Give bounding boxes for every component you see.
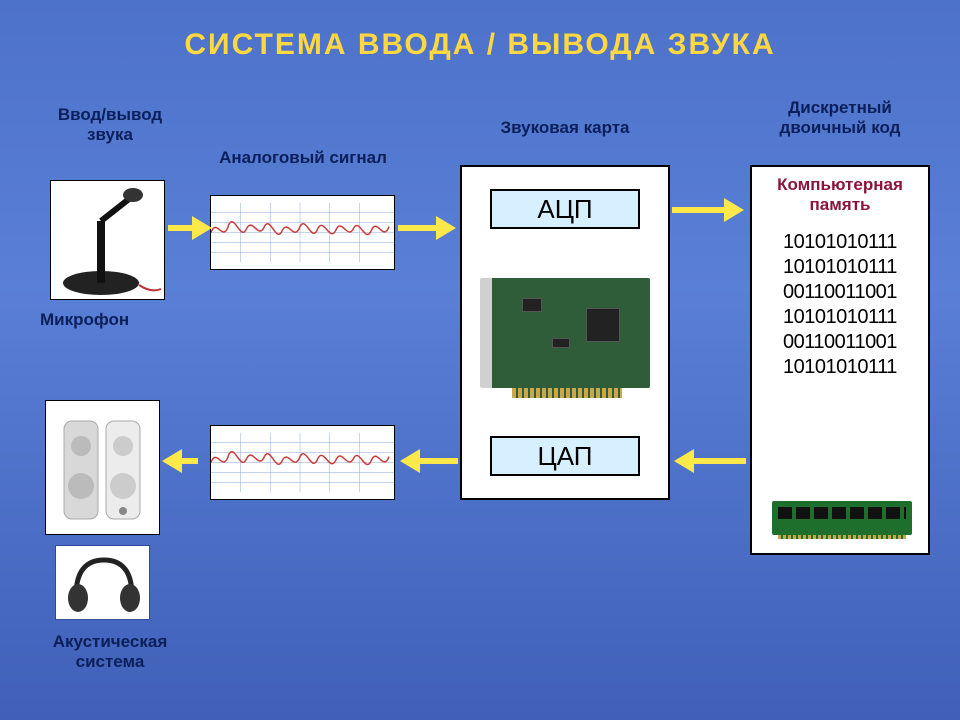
- headphones-image: [55, 545, 150, 620]
- waveform-in: [210, 195, 395, 270]
- arrow-dac-to-wave: [416, 458, 458, 464]
- arrow-adc-to-memory: [672, 207, 728, 213]
- memory-box: Компьютерная память 10101010111 10101010…: [750, 165, 930, 555]
- arrow-memory-to-dac: [690, 458, 746, 464]
- binary-code: 10101010111 10101010111 00110011001 1010…: [752, 230, 928, 380]
- page-title: СИСТЕМА ВВОДА / ВЫВОДА ЗВУКА: [0, 28, 960, 62]
- label-io: Ввод/вывод звука: [40, 105, 180, 146]
- memory-title: Компьютерная память: [752, 175, 928, 216]
- dac-box: ЦАП: [490, 436, 640, 476]
- adc-box: АЦП: [490, 189, 640, 229]
- label-analog: Аналоговый сигнал: [218, 148, 388, 168]
- waveform-out: [210, 425, 395, 500]
- arrow-mic-to-wave: [168, 225, 196, 231]
- label-acoustic: Акустическая система: [30, 632, 190, 673]
- ram-stick-image: [772, 501, 912, 535]
- soundcard-box: АЦП ЦАП: [460, 165, 670, 500]
- label-soundcard: Звуковая карта: [495, 118, 635, 138]
- microphone-image: [50, 180, 165, 300]
- soundcard-image: [480, 278, 650, 388]
- label-microphone: Микрофон: [40, 310, 160, 330]
- arrow-wave-to-speakers: [178, 458, 198, 464]
- arrow-wave-to-adc: [398, 225, 440, 231]
- speakers-image: [45, 400, 160, 535]
- label-binary: Дискретный двоичный код: [750, 98, 930, 139]
